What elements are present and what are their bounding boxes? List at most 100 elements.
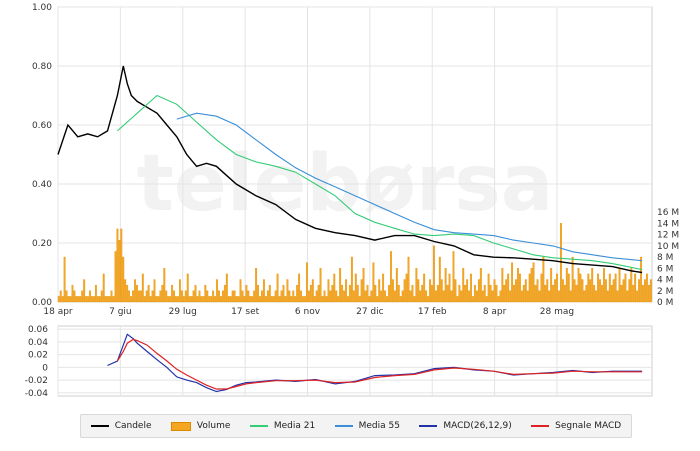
volume-bar [114,251,117,303]
volume-bar [178,279,181,303]
volume-bar [534,284,537,303]
legend-label-volume: Volume [196,421,231,431]
volume-bar [458,284,461,303]
volume-y-tick-label: 16 M [657,208,679,218]
volume-bar [591,268,594,303]
x-tick-label: 18 apr [43,307,73,317]
volume-bar [268,284,271,303]
volume-bar [454,279,457,303]
volume-bar [243,296,246,303]
volume-bar [452,251,455,303]
volume-bar [257,284,260,303]
volume-bar [153,279,156,303]
volume-bar [595,290,598,303]
volume-bar [597,273,599,303]
volume-bar [515,279,517,303]
volume-bar [550,268,553,303]
volume-bar [208,296,211,303]
volume-bar [337,296,340,303]
volume-bar [634,273,637,303]
volume-bar [350,256,353,303]
volume-bar [175,296,177,303]
volume-bar [136,284,138,303]
volume-bar [399,296,402,303]
volume-bar [536,279,539,303]
volume-bar [372,262,375,303]
volume-bar [505,279,508,303]
volume-bar [403,279,406,303]
volume-bar [182,296,185,303]
x-tick-label: 17 set [231,307,260,317]
legend-item-media-55[interactable]: Media 55 [334,421,400,431]
volume-bar [628,279,631,303]
macd-y-tick-label: -0.02 [25,376,48,386]
macd-y-tick-label: 0.04 [28,338,48,348]
volume-bar [147,284,150,303]
volume-bar [419,290,422,303]
volume-bar [393,290,396,303]
volume-bar [77,296,80,303]
volume-bar [499,290,502,303]
legend-swatch-candele [90,425,109,427]
volume-bar [425,290,428,303]
volume-bar [264,296,267,303]
volume-bar [450,290,453,303]
volume-bar [134,279,136,303]
volume-bar [69,296,72,303]
volume-bar [612,279,615,303]
volume-bar [100,290,103,303]
volume-bar [599,279,601,303]
volume-bar [194,284,197,303]
volume-bar [278,296,281,303]
x-tick-label: 28 mag [540,307,574,317]
volume-bar [329,290,332,303]
volume-bar [59,290,62,303]
x-tick-label: 6 nov [295,307,321,317]
volume-bar [245,284,248,303]
volume-bar [487,273,490,303]
volume-bar [583,290,586,303]
legend-item-segnale-macd[interactable]: Segnale MACD [531,421,621,431]
volume-bar [120,228,123,303]
x-tick-label: 8 apr [483,307,507,317]
volume-bar [526,290,529,303]
legend-item-macd[interactable]: MACD(26,12,9) [419,421,512,431]
volume-bar [579,273,582,303]
volume-bar [141,273,144,303]
volume-bar [352,290,355,303]
volume-bar [221,290,224,303]
volume-bar [604,279,607,303]
volume-bar [362,268,365,303]
volume-bar [544,284,547,303]
volume-bar [132,290,134,303]
x-tick-label: 29 lug [169,307,197,317]
legend-item-volume[interactable]: Volume [170,421,231,431]
volume-bar [511,262,514,303]
volume-bar [171,284,174,303]
macd-y-tick-label: 0.02 [28,351,48,361]
legend-swatch-media-21 [249,425,268,427]
macd-y-tick-label: -0.04 [25,389,49,399]
legend-swatch-macd [419,425,438,427]
volume-bar [370,290,373,303]
legend-item-media-21[interactable]: Media 21 [249,421,315,431]
volume-bar [438,256,441,303]
volume-bar [638,279,641,303]
legend-label-media-55: Media 55 [358,421,400,431]
volume-bar [571,256,574,303]
volume-bar [161,284,164,303]
volume-bar [376,296,379,303]
volume-bar [91,296,93,303]
volume-bar [427,296,429,303]
volume-bar [169,296,172,303]
price-y-tick-label: 0.60 [32,121,52,131]
volume-bar [388,284,390,303]
volume-bar [98,296,101,303]
volume-bar [233,290,236,303]
volume-bar [239,279,242,303]
volume-bar [366,284,369,303]
volume-bar [411,284,414,303]
volume-bar [479,268,482,303]
volume-bar [255,268,258,303]
legend-item-candele[interactable]: Candele [90,421,152,431]
